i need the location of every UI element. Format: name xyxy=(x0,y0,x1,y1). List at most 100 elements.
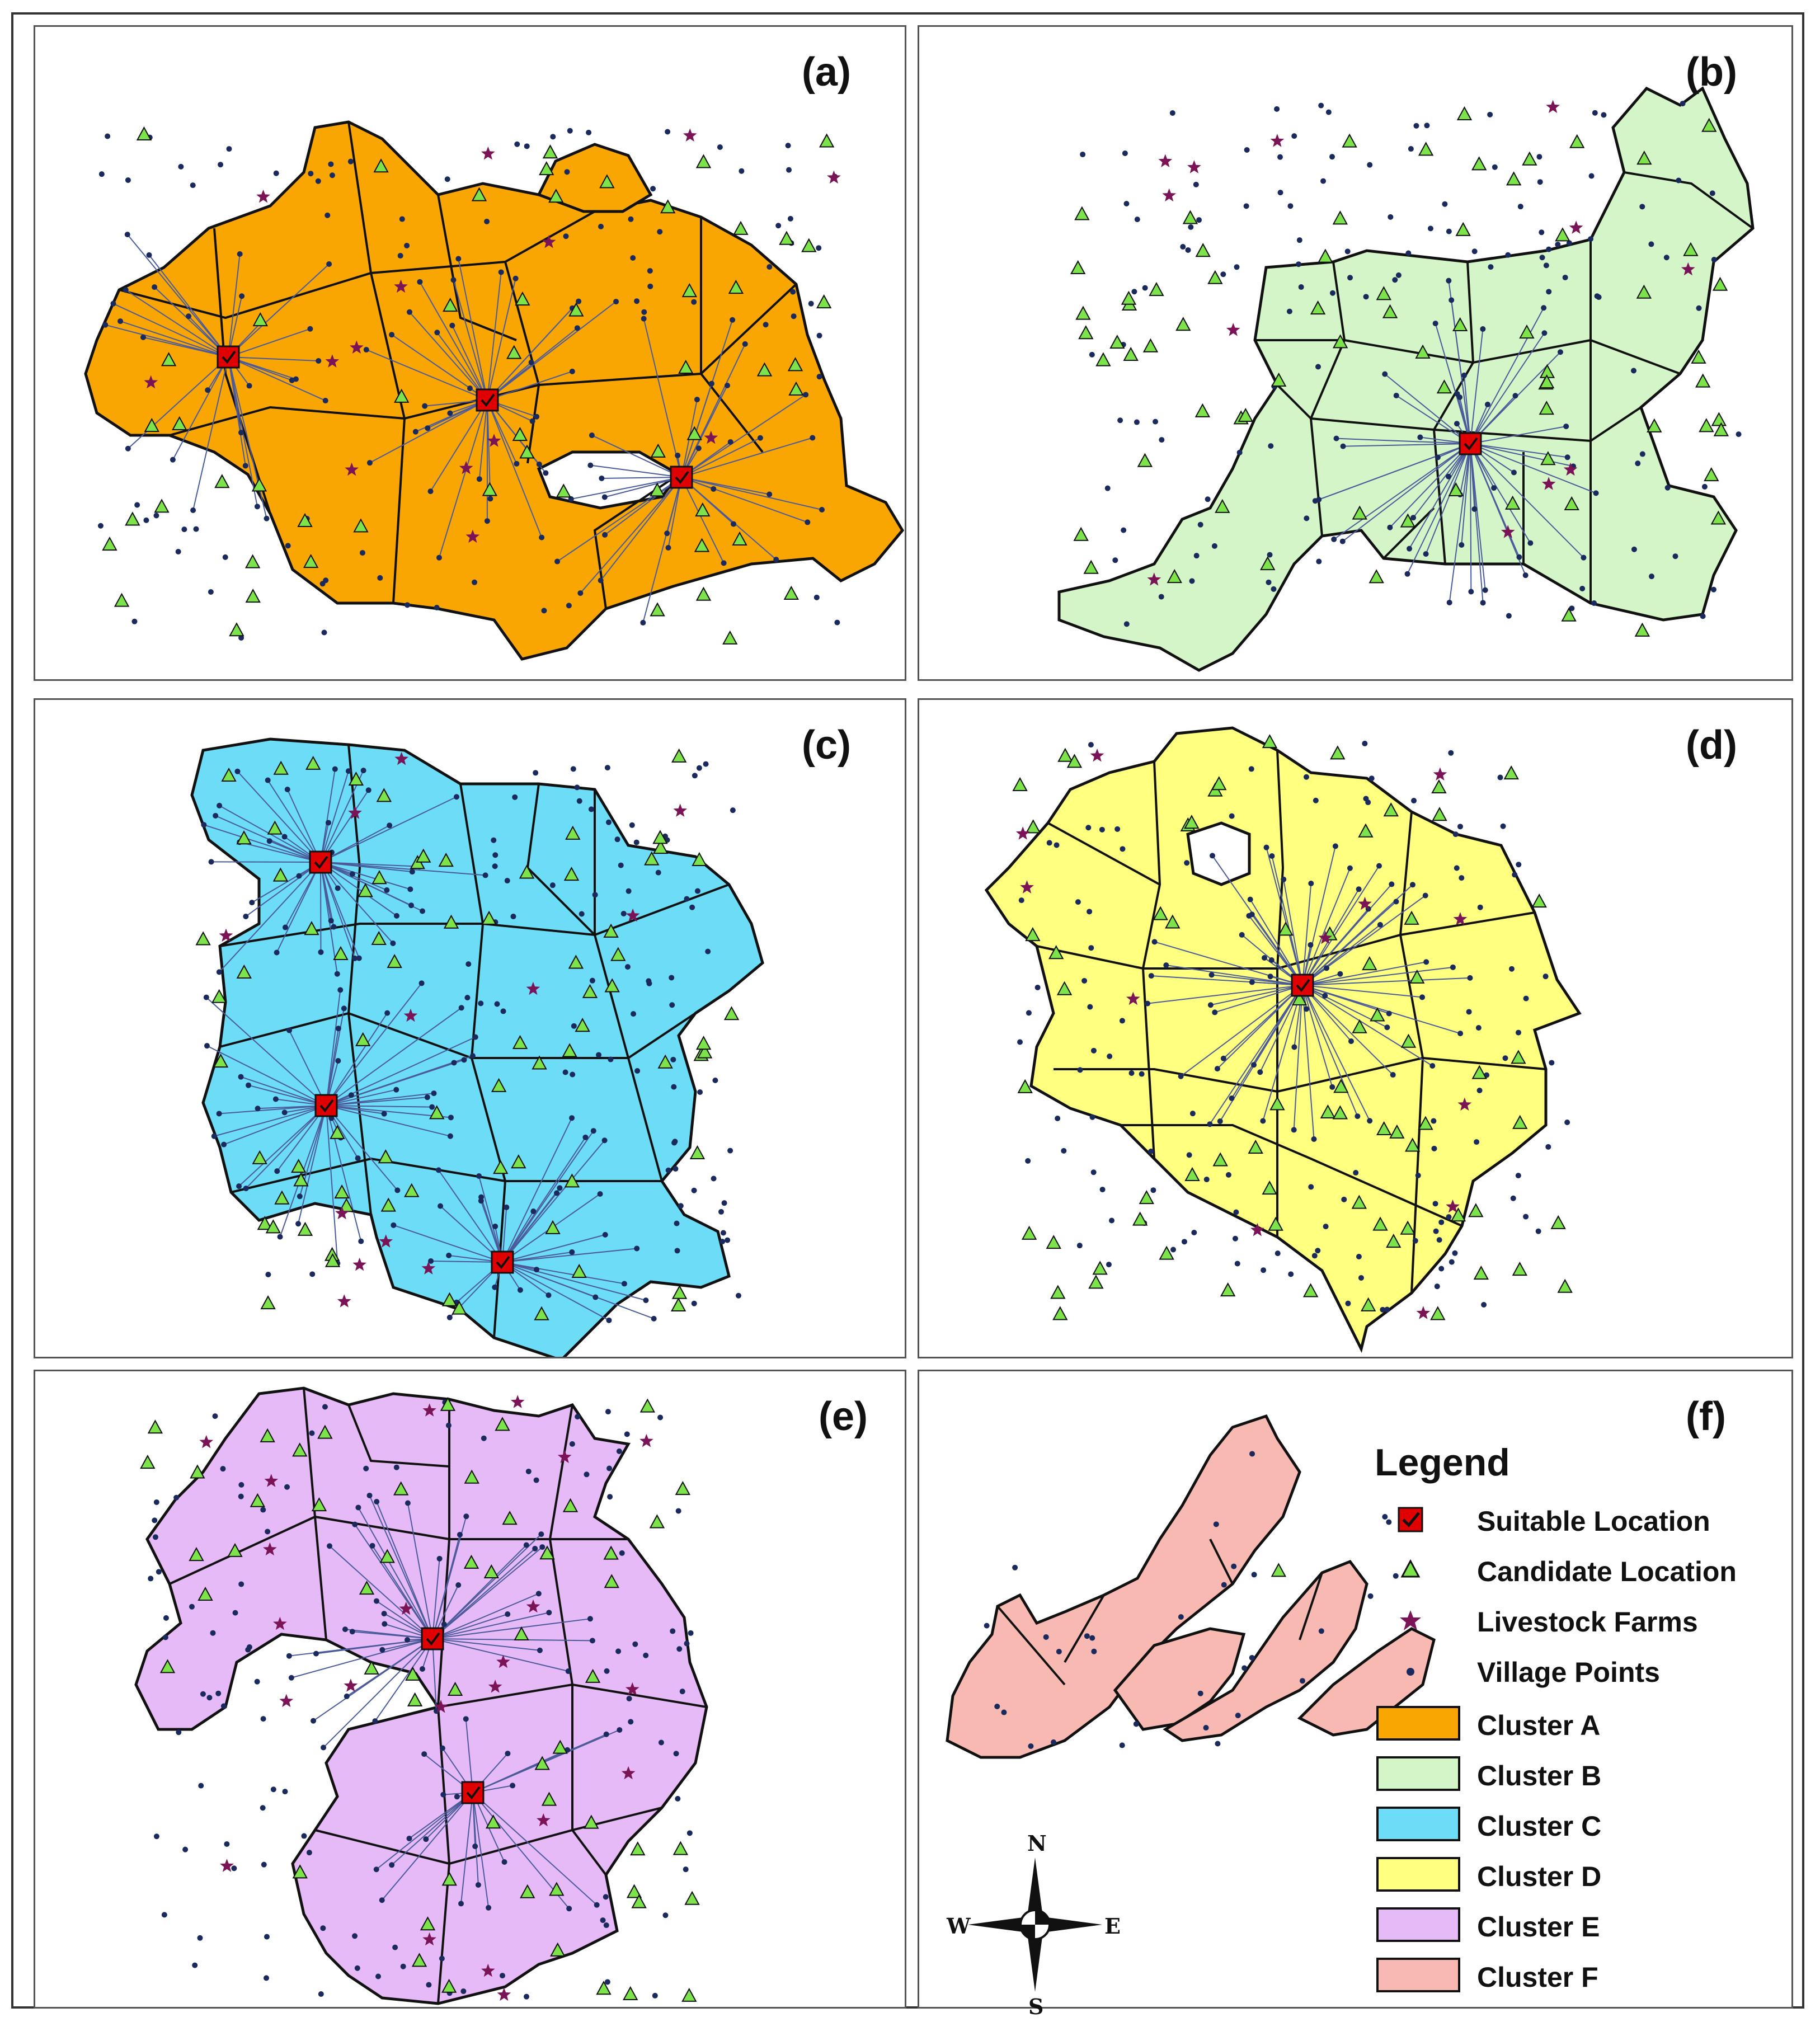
network-line xyxy=(1210,985,1303,1006)
village-point xyxy=(665,129,671,135)
village-point xyxy=(1332,843,1338,849)
candidate-location xyxy=(236,964,252,979)
village-point xyxy=(239,293,245,299)
village-point xyxy=(384,887,390,893)
network-line xyxy=(346,1638,433,1697)
network-line xyxy=(502,1262,625,1285)
livestock-farm xyxy=(325,354,340,368)
village-point xyxy=(1457,1031,1464,1037)
village-point xyxy=(375,1973,382,1979)
candidate-location xyxy=(195,931,211,946)
village-point xyxy=(684,1640,690,1647)
cluster-e-region xyxy=(134,1386,708,2005)
candidate-location xyxy=(404,1183,420,1197)
candidate-location xyxy=(1248,1139,1263,1154)
candidate-location xyxy=(549,1882,565,1896)
network-line xyxy=(237,771,321,863)
village-point xyxy=(500,1008,506,1014)
village-point xyxy=(587,1616,593,1622)
village-point xyxy=(272,1096,279,1102)
village-point xyxy=(665,544,671,551)
candidate-location xyxy=(190,1464,205,1479)
village-point xyxy=(231,1865,237,1871)
network-line xyxy=(214,1105,327,1137)
candidate-location xyxy=(290,1159,307,1173)
village-point xyxy=(1345,1300,1351,1306)
village-point xyxy=(510,914,516,920)
village-point xyxy=(523,1542,529,1548)
village-point xyxy=(421,1751,427,1757)
village-point xyxy=(592,892,598,898)
network-line xyxy=(1389,443,1471,528)
village-point xyxy=(347,158,354,164)
village-point xyxy=(730,807,736,813)
village-point xyxy=(1112,557,1118,563)
candidate-location xyxy=(1404,1137,1421,1152)
village-point xyxy=(557,1185,563,1191)
village-point xyxy=(634,1068,641,1074)
candidate-location xyxy=(373,158,389,173)
cluster-swatch xyxy=(1376,1857,1460,1892)
candidate-location xyxy=(1711,412,1727,426)
candidate-location xyxy=(376,788,392,802)
candidate-location xyxy=(441,1292,458,1306)
village-point xyxy=(1450,964,1456,970)
village-point xyxy=(1234,264,1240,270)
village-point xyxy=(1454,421,1460,427)
network-line xyxy=(354,1524,433,1639)
village-point xyxy=(1537,179,1543,185)
livestock-farm xyxy=(1090,748,1104,762)
village-point xyxy=(1234,1261,1240,1267)
village-point xyxy=(534,413,540,420)
network-line xyxy=(120,321,229,358)
village-point xyxy=(1303,774,1309,780)
village-point xyxy=(458,1901,464,1907)
candidate-location xyxy=(1519,324,1535,339)
network-line xyxy=(267,780,321,863)
candidate-location xyxy=(1710,510,1727,525)
network-line xyxy=(1302,866,1380,986)
candidate-location xyxy=(333,946,349,960)
village-point xyxy=(341,1005,347,1012)
village-point xyxy=(494,1001,500,1007)
village-point xyxy=(1193,553,1200,559)
network-line xyxy=(1407,443,1471,575)
village-point xyxy=(1696,305,1702,311)
candidate-location xyxy=(681,1987,697,2002)
village-point xyxy=(766,491,773,497)
livestock-farm xyxy=(144,375,158,389)
candidate-location xyxy=(631,1894,647,1908)
village-point xyxy=(492,1284,498,1290)
village-point xyxy=(1390,1072,1396,1078)
village-point xyxy=(284,1484,290,1490)
village-point xyxy=(597,1191,603,1197)
candidate-location xyxy=(440,1396,456,1411)
network-line xyxy=(1302,985,1333,1088)
village-point xyxy=(348,1092,354,1098)
village-point xyxy=(766,264,773,270)
network-line xyxy=(1302,961,1427,986)
village-point xyxy=(363,1465,369,1471)
livestock-farm xyxy=(263,1542,277,1556)
candidate-location xyxy=(1021,1225,1037,1240)
village-point xyxy=(670,1056,676,1062)
village-point xyxy=(512,275,519,281)
livestock-farm xyxy=(1546,100,1560,113)
village-point xyxy=(538,1531,544,1537)
candidate-location xyxy=(1430,1306,1446,1320)
village-point xyxy=(277,1234,283,1240)
village-point xyxy=(373,1866,379,1873)
village-point xyxy=(1438,1266,1445,1272)
candidate-location xyxy=(550,1942,566,1957)
network-line xyxy=(604,477,682,498)
village-point xyxy=(1142,285,1148,291)
village-point xyxy=(327,1543,333,1549)
network-line xyxy=(439,399,488,558)
village-point xyxy=(123,287,129,293)
village-point xyxy=(1001,1709,1007,1715)
village-point xyxy=(1452,831,1459,838)
livestock-farm xyxy=(827,170,841,184)
network-line xyxy=(591,435,682,478)
candidate-location xyxy=(358,883,373,897)
village-point xyxy=(655,869,661,876)
